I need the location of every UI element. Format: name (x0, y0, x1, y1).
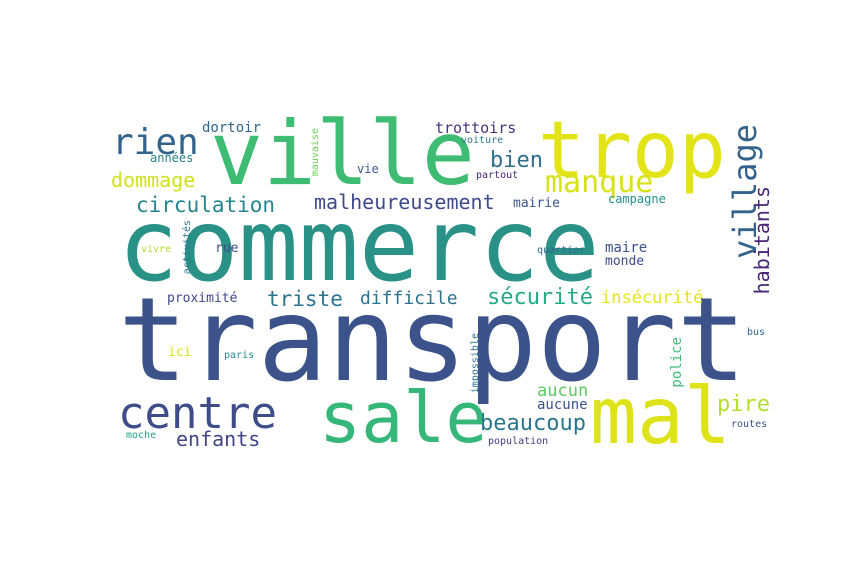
word-pire: pire (717, 392, 770, 417)
word-monde: monde (605, 254, 645, 269)
word-ici: ici (168, 345, 192, 360)
word-ville: ville (210, 102, 475, 205)
word-moche: moche (126, 430, 157, 441)
word-commerce: commerce (118, 187, 600, 304)
word-annees: années (150, 151, 194, 165)
word-manque: manque (545, 165, 654, 200)
word-bus: bus (747, 327, 766, 338)
word-aucun: aucun (537, 381, 589, 401)
word-aucune: aucune (537, 397, 588, 413)
word-circulation: circulation (136, 193, 276, 217)
word-activites: activités (182, 220, 193, 275)
word-bien: bien (490, 148, 543, 173)
word-habitants: habitants (750, 186, 774, 295)
word-securite: sécurité (487, 285, 593, 310)
word-mauvaise: mauvaise (310, 128, 321, 177)
word-voiture: voiture (461, 135, 504, 146)
word-transport: transport (118, 273, 747, 408)
word-malheureusement: malheureusement (314, 190, 495, 214)
word-maire: maire (605, 240, 648, 256)
word-mal: mal (590, 372, 731, 462)
word-rien: rien (112, 122, 199, 163)
word-dommage: dommage (111, 168, 196, 192)
word-quartier: quartier (537, 245, 586, 256)
word-triste: triste (267, 287, 343, 311)
word-partout: partout (476, 170, 519, 181)
word-mairie: mairie (513, 196, 560, 211)
word-enfants: enfants (176, 427, 261, 451)
word-police: police (669, 337, 685, 388)
word-routes: routes (731, 419, 768, 430)
word-dortoir: dortoir (202, 120, 262, 136)
word-insecurite: insécurité (601, 288, 704, 308)
word-centre: centre (118, 388, 277, 439)
word-rue: rue (215, 241, 239, 256)
word-vie: vie (357, 162, 379, 176)
word-difficile: difficile (360, 288, 458, 309)
word-impossible: impossible (470, 333, 481, 394)
word-trottoirs: trottoirs (435, 119, 517, 137)
word-proximite: proximité (167, 291, 238, 306)
word-sale: sale (319, 377, 488, 459)
word-trop: trop (538, 106, 726, 196)
word-vivre: vivre (141, 244, 172, 255)
word-beaucoup: beaucoup (480, 411, 586, 436)
word-campagne: campagne (608, 192, 666, 206)
word-population: population (488, 436, 549, 447)
word-paris: paris (224, 350, 255, 361)
